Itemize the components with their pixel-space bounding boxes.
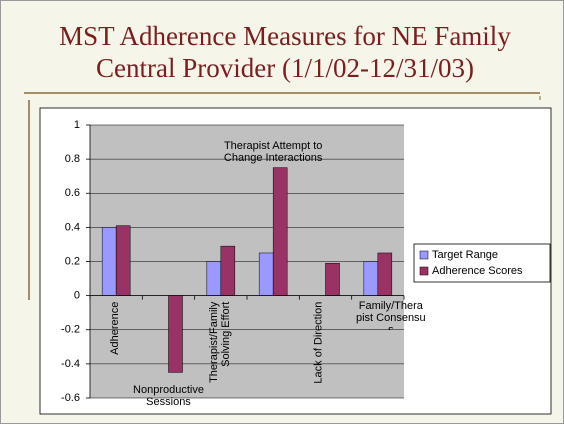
y-tick-label: 0 [74, 290, 80, 302]
y-tick-label: 0.4 [65, 221, 80, 233]
legend-label: Adherence Scores [432, 265, 523, 277]
bar [168, 295, 183, 373]
x-label-group: Therapist/Family Solving Effort [207, 301, 232, 383]
x-tick-label: Nonproductive Sessions [133, 384, 204, 408]
bar [206, 261, 222, 296]
x-label-box: Family/Therapist Consensus [356, 300, 426, 330]
x-label-group: Lack of Direction [312, 301, 325, 384]
title-box: MST Adherence Measures for NE Family Cen… [59, 21, 511, 83]
bar [377, 252, 393, 296]
bar [101, 227, 117, 296]
x-tick-label: Lack of Direction [312, 301, 325, 384]
y-tick-label: 0.2 [65, 255, 80, 267]
y-tick-label: -0.4 [61, 358, 80, 370]
x-tick-label: Family/Therapist Consensus [355, 300, 426, 330]
x-tick-label: Therapist Attempt to Change Interactions [223, 140, 323, 164]
legend-swatch [419, 266, 429, 276]
bar [220, 245, 236, 296]
x-label-box: Therapist Attempt to Change Interactions [223, 140, 323, 164]
bar [363, 261, 379, 296]
legend-swatch [419, 250, 429, 260]
chart-title: MST Adherence Measures for NE Family Cen… [59, 21, 511, 83]
x-label-box: Nonproductive Sessions [133, 384, 204, 408]
bar [115, 225, 131, 296]
y-tick-label: 0.6 [65, 187, 80, 199]
bar [325, 262, 340, 296]
y-tick-label: -0.6 [61, 392, 80, 404]
y-tick-label: -0.2 [61, 324, 80, 336]
y-tick-label: 1 [74, 119, 80, 131]
x-label-box: Lack of Direction [312, 301, 325, 384]
y-tick-label: 0.8 [65, 153, 80, 165]
x-label-box: Therapist/Family Solving Effort [207, 301, 232, 383]
legend-box [413, 243, 551, 283]
bar [258, 252, 274, 296]
legend-label: Target Range [432, 249, 498, 261]
x-tick-label: Therapist/Family Solving Effort [207, 301, 232, 383]
x-tick-label: Adherence [109, 301, 122, 355]
